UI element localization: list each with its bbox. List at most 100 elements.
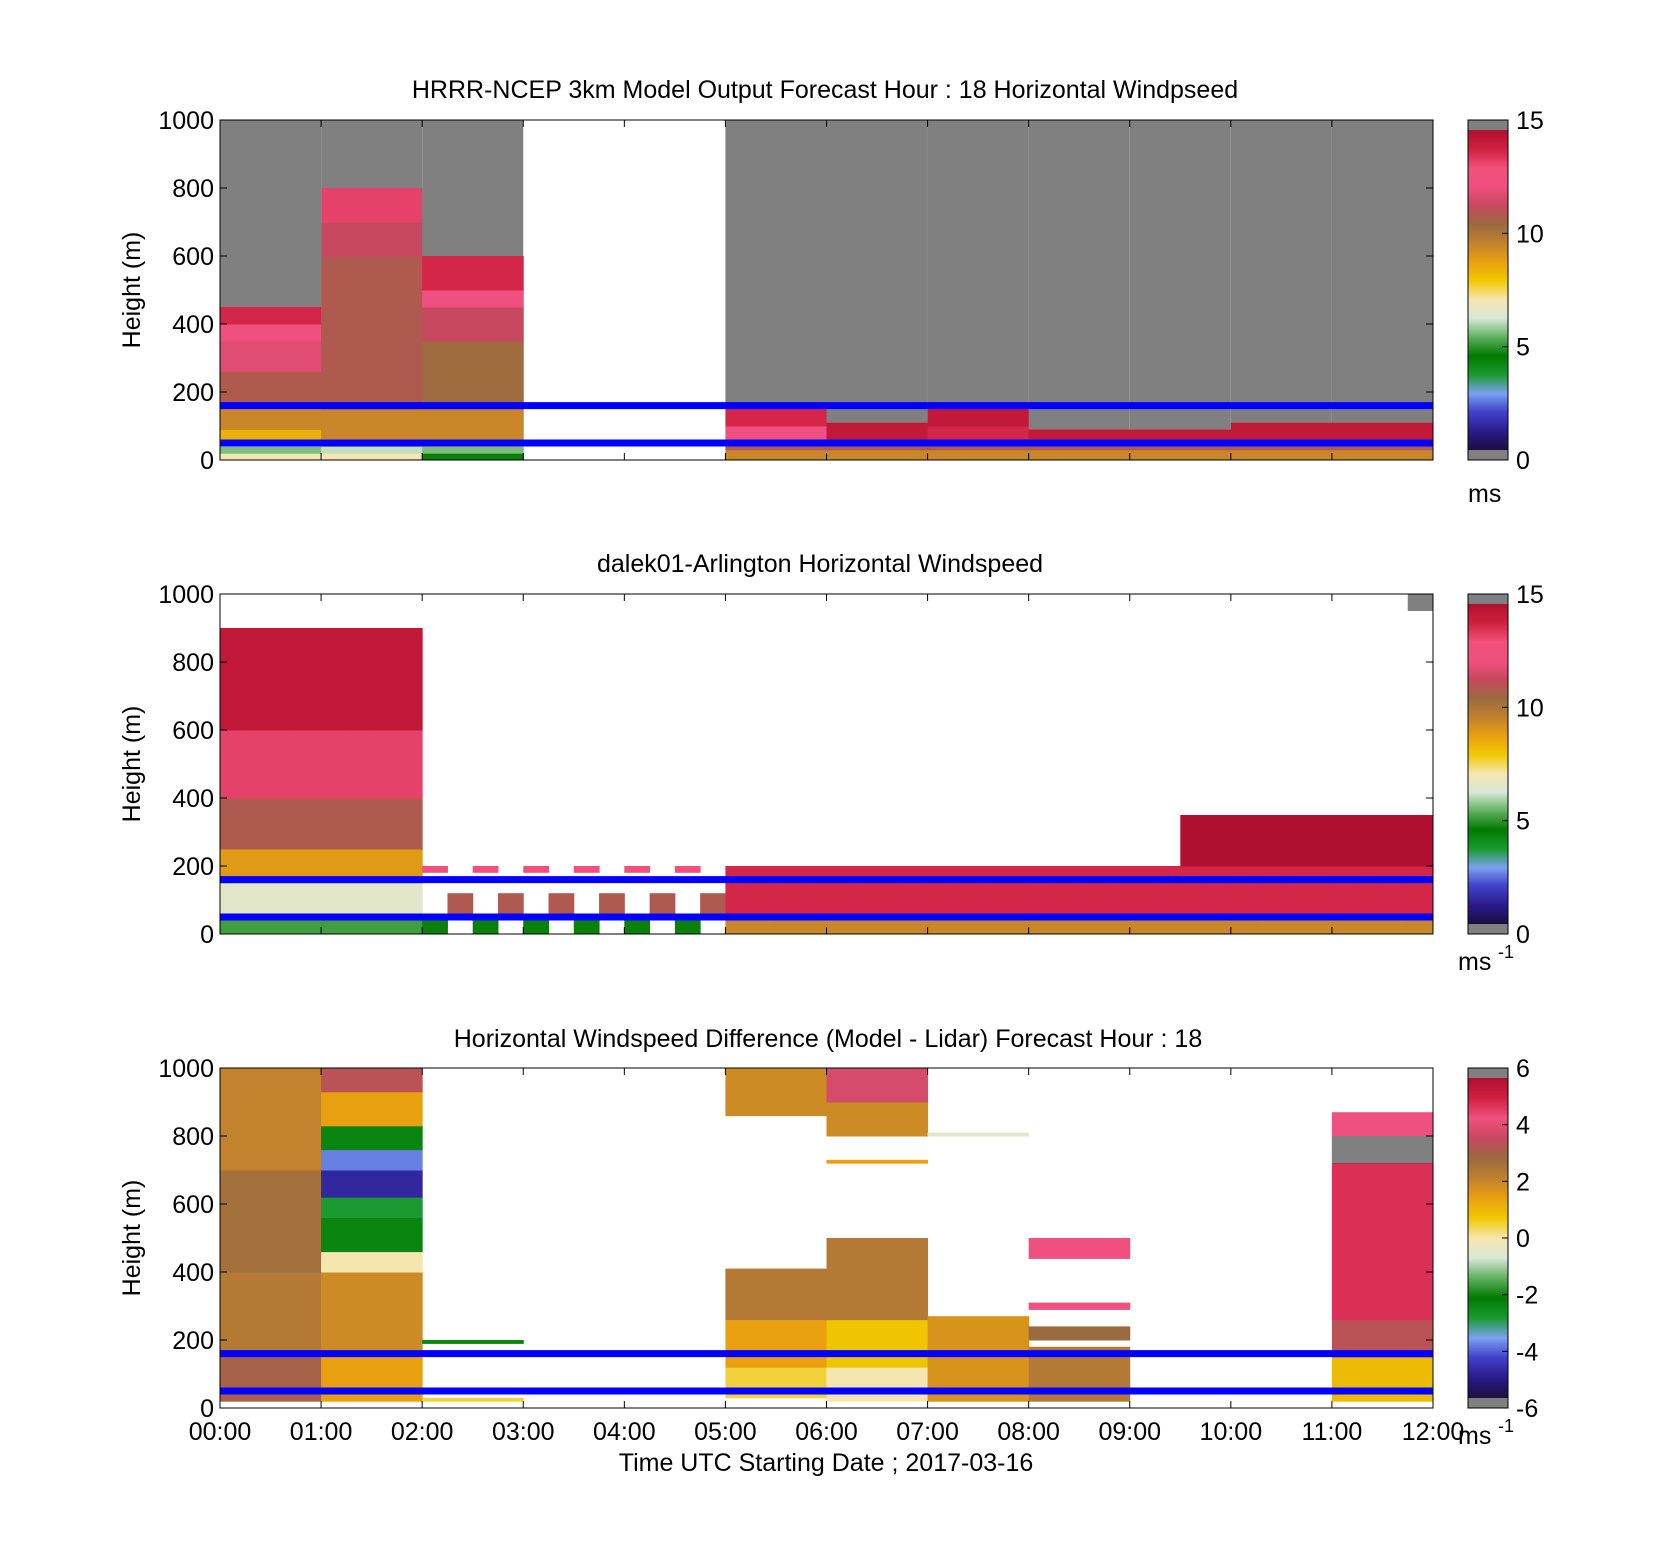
difference-cell xyxy=(321,1217,423,1253)
colorbar-cap-top xyxy=(1468,120,1508,130)
y-tick-label: 400 xyxy=(172,785,214,813)
model-column-0500-no-data xyxy=(725,120,827,409)
lidar-cell xyxy=(523,866,550,873)
difference-cell xyxy=(927,1316,1030,1402)
model-cell xyxy=(422,341,524,410)
difference-cell xyxy=(1028,1238,1131,1259)
lidar-cell xyxy=(321,798,347,850)
lidar-cell xyxy=(1205,815,1232,867)
model-cell xyxy=(1331,422,1434,441)
colorbar-gradient xyxy=(1468,1078,1508,1398)
lidar-cell xyxy=(1104,866,1131,915)
panel-2-y-axis: 0 200 400 600 800 1000 xyxy=(158,581,1433,949)
colorbar-cap-bottom xyxy=(1468,924,1508,934)
lidar-cell xyxy=(1205,866,1232,915)
lidar-cell xyxy=(245,798,272,850)
y-tick-label: 0 xyxy=(200,1395,214,1423)
lidar-cell xyxy=(295,628,322,731)
lidar-cell xyxy=(321,730,347,799)
model-cell xyxy=(1028,429,1131,441)
colorbar-tick-label: -4 xyxy=(1516,1338,1538,1366)
lidar-cell xyxy=(1155,866,1181,915)
lidar-cell xyxy=(321,628,347,731)
y-tick-label: 200 xyxy=(172,1327,214,1355)
panel-3-plot-area xyxy=(220,1068,1434,1402)
difference-cell xyxy=(321,1149,423,1171)
y-tick-label: 600 xyxy=(172,243,214,271)
model-column-1000-no-data xyxy=(1230,120,1332,423)
lidar-cell xyxy=(371,628,398,731)
x-tick-label: 04:00 xyxy=(593,1418,656,1446)
y-tick-label: 400 xyxy=(172,1259,214,1287)
lidar-gap xyxy=(1129,784,1156,792)
lidar-cell xyxy=(346,883,373,915)
y-tick-label: 600 xyxy=(172,717,214,745)
model-cell xyxy=(220,341,322,373)
y-tick-label: 200 xyxy=(172,853,214,881)
model-cell xyxy=(321,188,423,223)
y-tick-label: 800 xyxy=(172,649,214,677)
lidar-cell xyxy=(1028,866,1055,915)
model-cell xyxy=(321,446,423,454)
lidar-cell xyxy=(599,893,625,914)
lidar-cell xyxy=(447,893,474,914)
model-cell xyxy=(1331,449,1434,461)
colorbar-tick-label: 10 xyxy=(1516,694,1544,722)
lidar-cell xyxy=(422,866,448,873)
colorbar-unit: ms xyxy=(1468,480,1501,508)
lidar-cell xyxy=(1180,815,1207,867)
model-cell xyxy=(826,449,929,461)
colorbar-gradient xyxy=(1468,604,1508,924)
lidar-cell xyxy=(270,730,297,799)
y-tick-label: 200 xyxy=(172,379,214,407)
model-cell xyxy=(725,426,827,441)
lidar-cell xyxy=(573,866,600,873)
model-cell xyxy=(422,307,524,342)
panel-3-y-axis: 0 200 400 600 800 1000 xyxy=(158,1055,1433,1423)
model-cell xyxy=(927,409,1030,427)
lidar-cell xyxy=(624,920,651,934)
difference-cell xyxy=(826,1159,929,1164)
panel-2-colorbar: 0 5 10 15 ms -1 xyxy=(1458,581,1544,976)
model-column-0900-no-data xyxy=(1129,120,1231,430)
lidar-cell xyxy=(245,628,272,731)
model-cell xyxy=(220,453,322,461)
difference-cell xyxy=(725,1068,827,1117)
colorbar-tick-label: 15 xyxy=(1516,107,1544,135)
difference-cell xyxy=(220,1272,322,1355)
lidar-cell xyxy=(624,866,651,873)
model-cell xyxy=(422,290,524,308)
lidar-cell xyxy=(396,628,423,731)
lidar-cell xyxy=(1230,866,1257,915)
lidar-gap xyxy=(902,738,929,744)
y-tick-label: 800 xyxy=(172,1123,214,1151)
panel-3-title: Horizontal Windspeed Difference (Model -… xyxy=(454,1025,1202,1053)
colorbar-tick-label: -2 xyxy=(1516,1282,1538,1310)
model-cell xyxy=(220,446,322,454)
x-tick-label: 05:00 xyxy=(694,1418,757,1446)
difference-cell xyxy=(826,1068,929,1103)
lidar-cell xyxy=(725,866,752,915)
model-cell xyxy=(220,371,322,403)
colorbar-tick-label: -6 xyxy=(1516,1395,1538,1423)
lidar-cell xyxy=(270,883,297,915)
difference-cell xyxy=(725,1319,827,1368)
colorbar-unit-exponent: -1 xyxy=(1498,1416,1514,1436)
model-cell xyxy=(422,453,524,461)
model-column-0600-no-data xyxy=(826,120,928,423)
lidar-cell xyxy=(270,628,297,731)
colorbar-cap-bottom xyxy=(1468,1398,1508,1408)
lidar-gap xyxy=(978,689,1004,696)
lidar-cell xyxy=(396,883,423,915)
lidar-cell xyxy=(220,883,246,915)
model-cell xyxy=(422,446,524,454)
model-column-0700-no-data xyxy=(927,120,1029,409)
difference-cell xyxy=(826,1238,929,1321)
lidar-cell xyxy=(1256,866,1282,915)
panel-model: HRRR-NCEP 3km Model Output Forecast Hour… xyxy=(118,76,1544,508)
model-cell xyxy=(321,256,423,410)
model-cell xyxy=(220,429,322,441)
difference-cell xyxy=(321,1068,423,1093)
lidar-cell xyxy=(321,883,347,915)
